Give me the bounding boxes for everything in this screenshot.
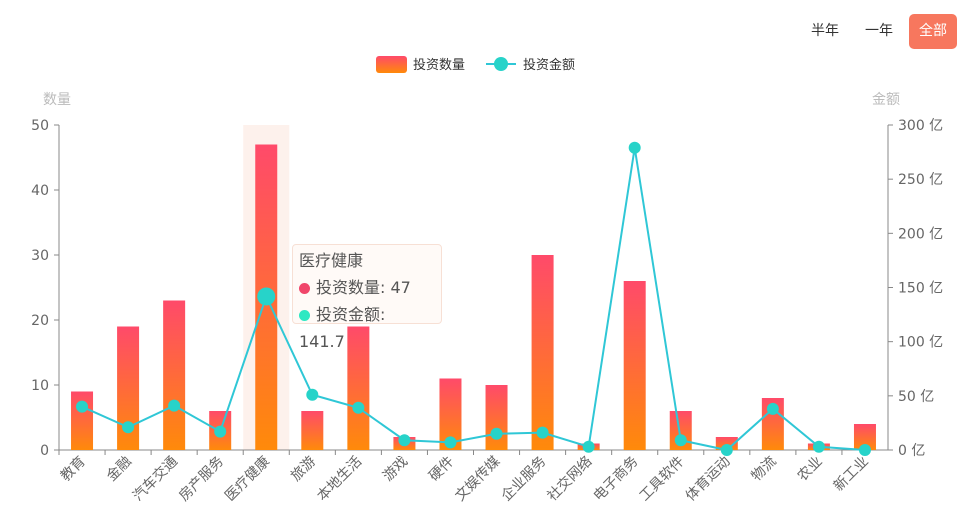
x-tick-label: 房产服务 — [176, 454, 227, 505]
y-left-tick-label: 50 — [31, 118, 49, 134]
x-tick-label: 医疗健康 — [221, 453, 273, 505]
y-right-tick-label: 50 亿 — [898, 389, 934, 405]
bar-金融[interactable] — [117, 326, 140, 451]
line-point-医疗健康[interactable] — [257, 287, 276, 306]
tooltip: 医疗健康 投资数量: 47 投资金额: 141.7 — [292, 244, 442, 351]
x-tick-label: 农业 — [795, 454, 826, 485]
x-tick-label: 游戏 — [380, 454, 411, 485]
legend-label-bar[interactable]: 投资数量 — [413, 57, 465, 73]
tooltip-name-amount: 投资金额 — [316, 305, 381, 324]
line-point-本地生活[interactable] — [352, 401, 365, 414]
tooltip-value-count: 47 — [390, 278, 411, 297]
range-tabs: 半年 一年 全部 — [801, 14, 957, 49]
legend-swatch-bar[interactable] — [376, 56, 407, 73]
line-point-教育[interactable] — [76, 400, 89, 413]
bar-汽车交通[interactable] — [163, 300, 186, 451]
bar-教育[interactable] — [71, 391, 94, 451]
bar-硬件[interactable] — [439, 378, 462, 451]
bar-新工业[interactable] — [853, 424, 876, 450]
legend-label-line[interactable]: 投资金额 — [523, 57, 575, 73]
bar-旅游[interactable] — [301, 411, 324, 450]
y-right-tick-label: 0 亿 — [898, 443, 925, 459]
y-left-tick-label: 10 — [31, 378, 49, 394]
x-tick-label: 电子商务 — [591, 454, 642, 505]
bar-文娱传媒[interactable] — [485, 385, 508, 450]
x-tick-label: 新工业 — [831, 454, 872, 495]
y-left-tick-label: 40 — [31, 183, 49, 199]
tooltip-name-count: 投资数量 — [316, 278, 381, 297]
line-point-物流[interactable] — [766, 402, 779, 415]
tooltip-dot-count — [299, 283, 310, 294]
y-right-tick-label: 150 亿 — [898, 281, 943, 297]
x-tick-label: 本地生活 — [314, 454, 365, 505]
y-right-tick-label: 200 亿 — [898, 226, 943, 242]
line-point-企业服务[interactable] — [536, 426, 549, 439]
x-tick-label: 工具软件 — [637, 454, 688, 505]
line-series — [81, 147, 866, 452]
tab-one-year[interactable]: 一年 — [865, 23, 893, 39]
line-point-硬件[interactable] — [444, 436, 457, 449]
y-left-tick-label: 0 — [40, 443, 49, 459]
x-tick-label: 汽车交通 — [129, 453, 181, 505]
line-point-金融[interactable] — [122, 421, 135, 434]
legend-marker-line — [494, 57, 508, 71]
y-right-tick-label: 250 亿 — [898, 172, 943, 188]
x-tick-label: 物流 — [749, 454, 780, 485]
line-point-电子商务[interactable] — [628, 141, 641, 154]
x-tick-label: 硬件 — [426, 454, 457, 485]
y-right-axis-name: 金额 — [872, 92, 900, 108]
bar-本地生活[interactable] — [347, 326, 370, 451]
x-tick-label: 金融 — [104, 454, 135, 485]
tooltip-title: 医疗健康 — [299, 251, 364, 270]
line-point-新工业[interactable] — [858, 444, 871, 456]
y-left-tick-label: 30 — [31, 248, 49, 264]
x-tick-label: 体育运动 — [683, 454, 734, 505]
x-tick-label: 企业服务 — [498, 453, 550, 505]
line-point-社交网络[interactable] — [582, 440, 595, 453]
line-point-游戏[interactable] — [398, 434, 411, 447]
tooltip-dot-amount — [299, 310, 310, 321]
line-point-房产服务[interactable] — [214, 425, 227, 438]
line-point-汽车交通[interactable] — [168, 399, 181, 412]
tooltip-row-amount: 投资金额: 141.7 — [299, 305, 386, 351]
tab-half-year[interactable]: 半年 — [811, 23, 839, 39]
tooltip-row-count: 投资数量: 47 — [299, 274, 435, 301]
line-point-农业[interactable] — [812, 440, 825, 453]
bar-体育运动[interactable] — [715, 437, 738, 450]
y-right-tick-label: 300 亿 — [898, 118, 943, 134]
x-tick-label: 旅游 — [288, 454, 319, 485]
bar-电子商务[interactable] — [623, 281, 646, 450]
tab-all[interactable]: 全部 — [909, 14, 957, 49]
y-left-axis-name: 数量 — [43, 92, 71, 108]
tooltip-value-amount: 141.7 — [299, 332, 345, 351]
x-tick-label: 社交网络 — [544, 453, 596, 505]
y-right-tick-label: 100 亿 — [898, 335, 943, 351]
line-point-文娱传媒[interactable] — [490, 427, 503, 440]
x-tick-label: 教育 — [58, 454, 89, 485]
x-tick-label: 文娱传媒 — [452, 454, 503, 505]
legend: 投资数量 投资金额 — [376, 56, 575, 73]
line-point-工具软件[interactable] — [674, 434, 687, 447]
bar-企业服务[interactable] — [531, 255, 554, 450]
line-point-体育运动[interactable] — [720, 444, 733, 456]
line-point-旅游[interactable] — [306, 388, 319, 401]
y-left-tick-label: 20 — [31, 313, 49, 329]
